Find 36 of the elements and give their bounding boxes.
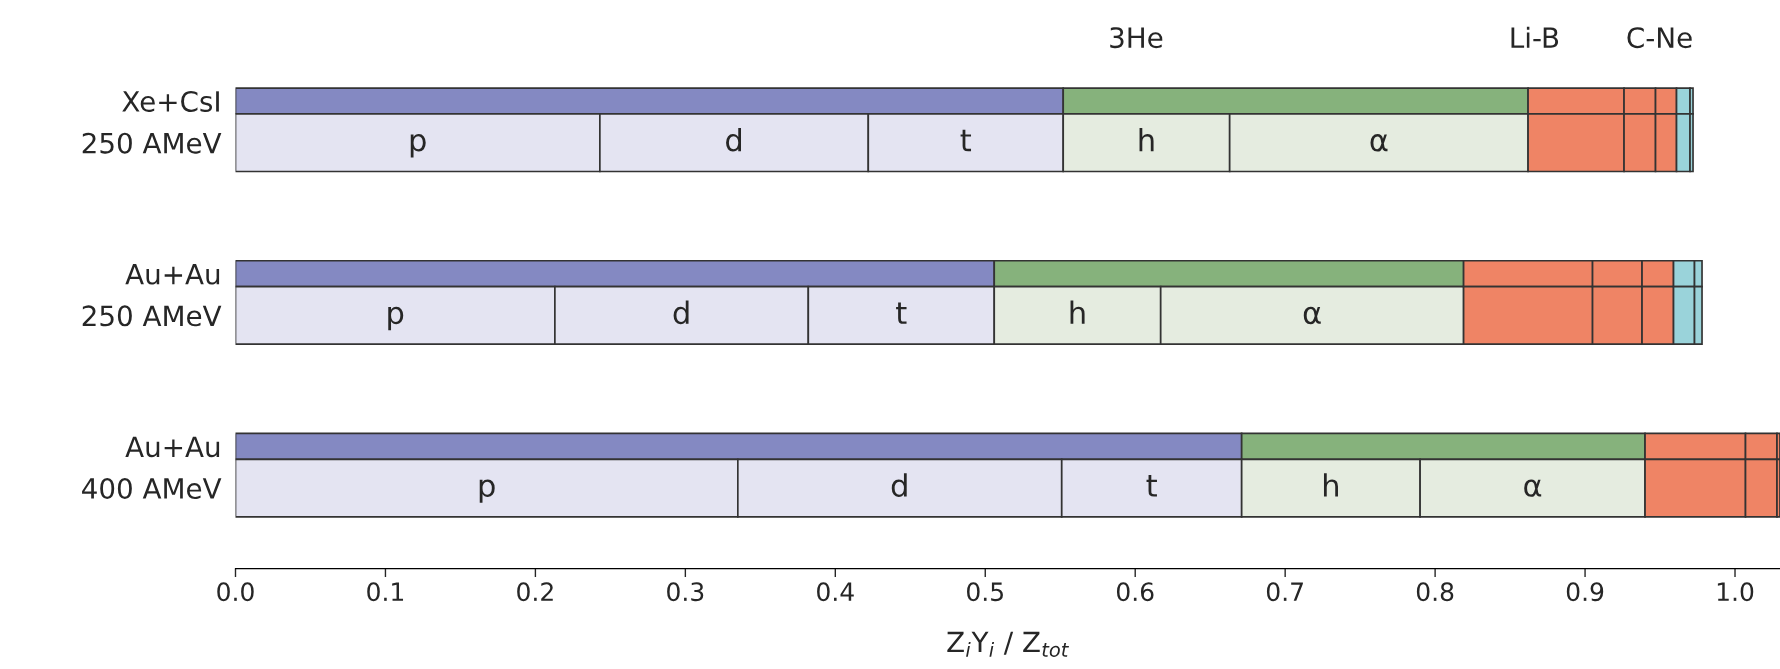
x-tick-label: 0.8 bbox=[1416, 582, 1454, 602]
series-label: d bbox=[726, 127, 741, 152]
x-tick-label: 0.7 bbox=[1266, 582, 1303, 602]
text: h bbox=[1070, 300, 1085, 324]
y-tick-label: Au+Au bbox=[125, 263, 220, 285]
series-label: t bbox=[896, 302, 907, 324]
text: p bbox=[388, 306, 404, 331]
x-tick-label: 1.0 bbox=[1717, 582, 1754, 602]
x-tick-label: 0.0 bbox=[217, 582, 254, 602]
x-tick-label: 0.4 bbox=[817, 582, 854, 602]
text: 3He bbox=[1110, 27, 1163, 49]
x-tick-label: 0.2 bbox=[517, 582, 553, 602]
y-tick-label: 250 AMeV bbox=[82, 132, 222, 154]
text: C-Ne bbox=[1627, 27, 1692, 49]
text: d bbox=[673, 300, 689, 325]
y-tick-label: Au+Au bbox=[125, 436, 220, 458]
text: p bbox=[479, 479, 495, 503]
text: α bbox=[1303, 306, 1321, 325]
x-tick-label: 0.9 bbox=[1566, 582, 1604, 602]
x-tick-label: 0.1 bbox=[367, 582, 404, 602]
series-label: α bbox=[1370, 134, 1388, 152]
text: Li-B bbox=[1511, 26, 1559, 48]
y-tick-label: 250 AMeV bbox=[82, 305, 222, 327]
x-tick-label: 0.6 bbox=[1116, 582, 1154, 602]
text: α bbox=[1524, 479, 1542, 497]
x-axis-title: Z$_{i}$Y$_{i}$ / Z$_{tot}$ bbox=[947, 631, 1069, 657]
x-tick-label: 0.5 bbox=[967, 582, 1003, 602]
text: h bbox=[1323, 473, 1338, 497]
y-tick-label: Xe+CsI bbox=[122, 90, 219, 112]
y-tick-label: 400 AMeV bbox=[82, 478, 222, 500]
x-tick-label: 0.3 bbox=[667, 582, 704, 602]
text: t bbox=[960, 129, 972, 152]
text: t bbox=[1146, 475, 1157, 497]
text: d bbox=[891, 473, 907, 497]
series-label: h bbox=[1139, 127, 1154, 152]
series-label: p bbox=[410, 134, 426, 158]
